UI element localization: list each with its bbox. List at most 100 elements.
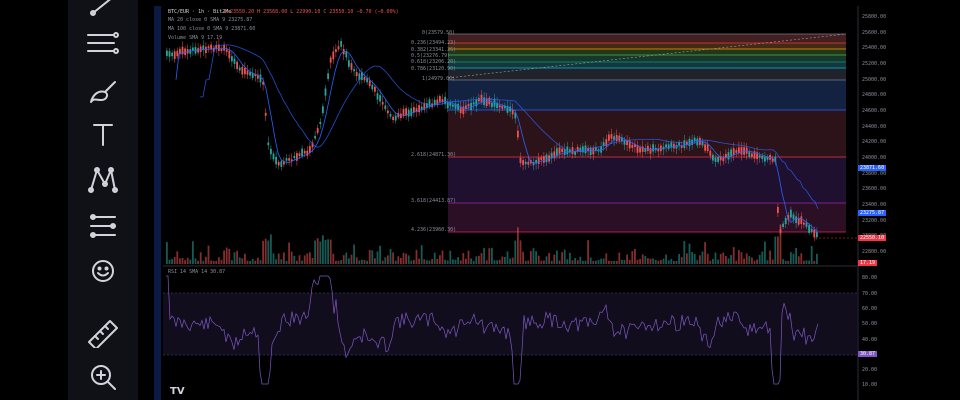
candle — [212, 47, 215, 52]
volume-bar — [678, 253, 680, 264]
candle — [368, 80, 371, 87]
candle — [504, 105, 506, 109]
volume-bar — [714, 252, 717, 264]
rsi-axis-tick: 40.00 — [862, 337, 878, 343]
candle — [228, 50, 231, 59]
volume-bar — [166, 242, 168, 264]
volume-bar — [506, 251, 509, 264]
trend-line-tool[interactable] — [82, 0, 124, 24]
candle — [787, 215, 790, 221]
volume-bar — [649, 258, 652, 264]
candle — [337, 46, 340, 50]
volume-bar — [457, 257, 459, 264]
zoom-icon — [91, 365, 116, 390]
candle — [566, 146, 569, 155]
candle — [433, 99, 436, 106]
fib-retracement-tool[interactable] — [82, 24, 124, 62]
volume-bar — [545, 256, 548, 264]
candle — [296, 153, 298, 161]
candle — [491, 102, 493, 108]
rsi-legend[interactable]: RSI 14 SMA 14 30.87 — [168, 269, 226, 275]
volume-bar — [790, 252, 792, 264]
candle — [366, 78, 368, 83]
volume-legend[interactable]: Volume SMA 9 17.19 — [168, 35, 223, 41]
volume-bar — [306, 253, 309, 264]
volume-bar — [259, 260, 262, 264]
pattern-tool[interactable] — [82, 160, 124, 198]
last-price-badge: 22550.10 — [858, 235, 887, 241]
candle — [171, 52, 173, 57]
volume-bar — [355, 257, 358, 264]
candle — [498, 105, 501, 108]
candle — [241, 66, 244, 75]
candle — [595, 147, 597, 151]
volume-bar — [228, 248, 231, 264]
volume-bar — [777, 236, 779, 264]
forecast-tool[interactable] — [82, 207, 124, 245]
tradingview-logo: TV — [170, 386, 185, 397]
price-axis-tick: 25800.00 — [862, 14, 887, 20]
candle — [444, 96, 446, 105]
volume-bar — [426, 260, 428, 264]
text-tool[interactable] — [82, 116, 124, 154]
volume-bar — [433, 252, 436, 264]
volume-badge: 17.19 — [858, 260, 878, 266]
rsi-badge: 30.87 — [858, 351, 878, 357]
candle — [270, 148, 272, 155]
volume-bar — [670, 258, 673, 264]
zoom-tool[interactable] — [82, 358, 124, 396]
candle — [771, 158, 774, 162]
volume-bar — [621, 259, 623, 264]
candle — [413, 107, 415, 113]
volume-bar — [296, 260, 298, 264]
ma100-price-badge: 23871.60 — [858, 165, 887, 171]
volume-bar — [712, 258, 714, 264]
volume-bar — [485, 260, 488, 264]
volume-bar — [675, 260, 678, 264]
candle — [605, 139, 608, 147]
ma20-line — [175, 47, 819, 233]
volume-bar — [628, 259, 631, 264]
volume-bar — [561, 252, 563, 264]
candle — [462, 106, 465, 115]
candle — [319, 121, 322, 124]
ma100-legend[interactable]: MA 100 close 0 SMA 9 23871.60 — [168, 26, 256, 32]
volume-bar — [397, 256, 400, 264]
brush-tool[interactable] — [82, 72, 124, 110]
candle — [355, 71, 358, 77]
rsi-axis-tick: 50.00 — [862, 321, 878, 327]
candle — [657, 148, 660, 152]
candle — [639, 147, 641, 153]
candle — [223, 45, 225, 51]
symbol-title[interactable]: BTC/EUR · 1h · Bit2Me — [168, 9, 232, 15]
volume-bar — [725, 255, 727, 264]
ma20-price-badge: 23275.87 — [858, 210, 887, 216]
candle — [225, 49, 228, 53]
ruler-tool[interactable] — [82, 314, 124, 352]
volume-bar — [771, 259, 774, 264]
candle — [470, 102, 472, 111]
candle — [550, 152, 553, 159]
volume-bar — [743, 258, 745, 264]
volume-bar — [189, 259, 192, 264]
candle — [693, 137, 696, 142]
emoji-tool[interactable] — [82, 252, 124, 290]
volume-bar — [553, 254, 556, 264]
volume-bar — [267, 240, 270, 264]
volume-bar — [576, 260, 579, 264]
volume-bar — [782, 259, 784, 264]
rsi-axis-tick: 60.00 — [862, 306, 878, 312]
candle — [545, 154, 548, 163]
volume-bar — [639, 259, 641, 264]
fib-zone — [448, 74, 846, 80]
fib-label: 0.382(23341.26) — [411, 47, 457, 53]
volume-bar — [470, 258, 472, 264]
volume-bar — [324, 240, 327, 264]
volume-bar — [597, 259, 600, 264]
fib-zone — [448, 68, 846, 74]
candle — [384, 105, 387, 110]
candle — [335, 49, 337, 52]
candle — [257, 74, 259, 79]
ma20-legend[interactable]: MA 20 close 0 SMA 9 23275.87 — [168, 17, 253, 23]
